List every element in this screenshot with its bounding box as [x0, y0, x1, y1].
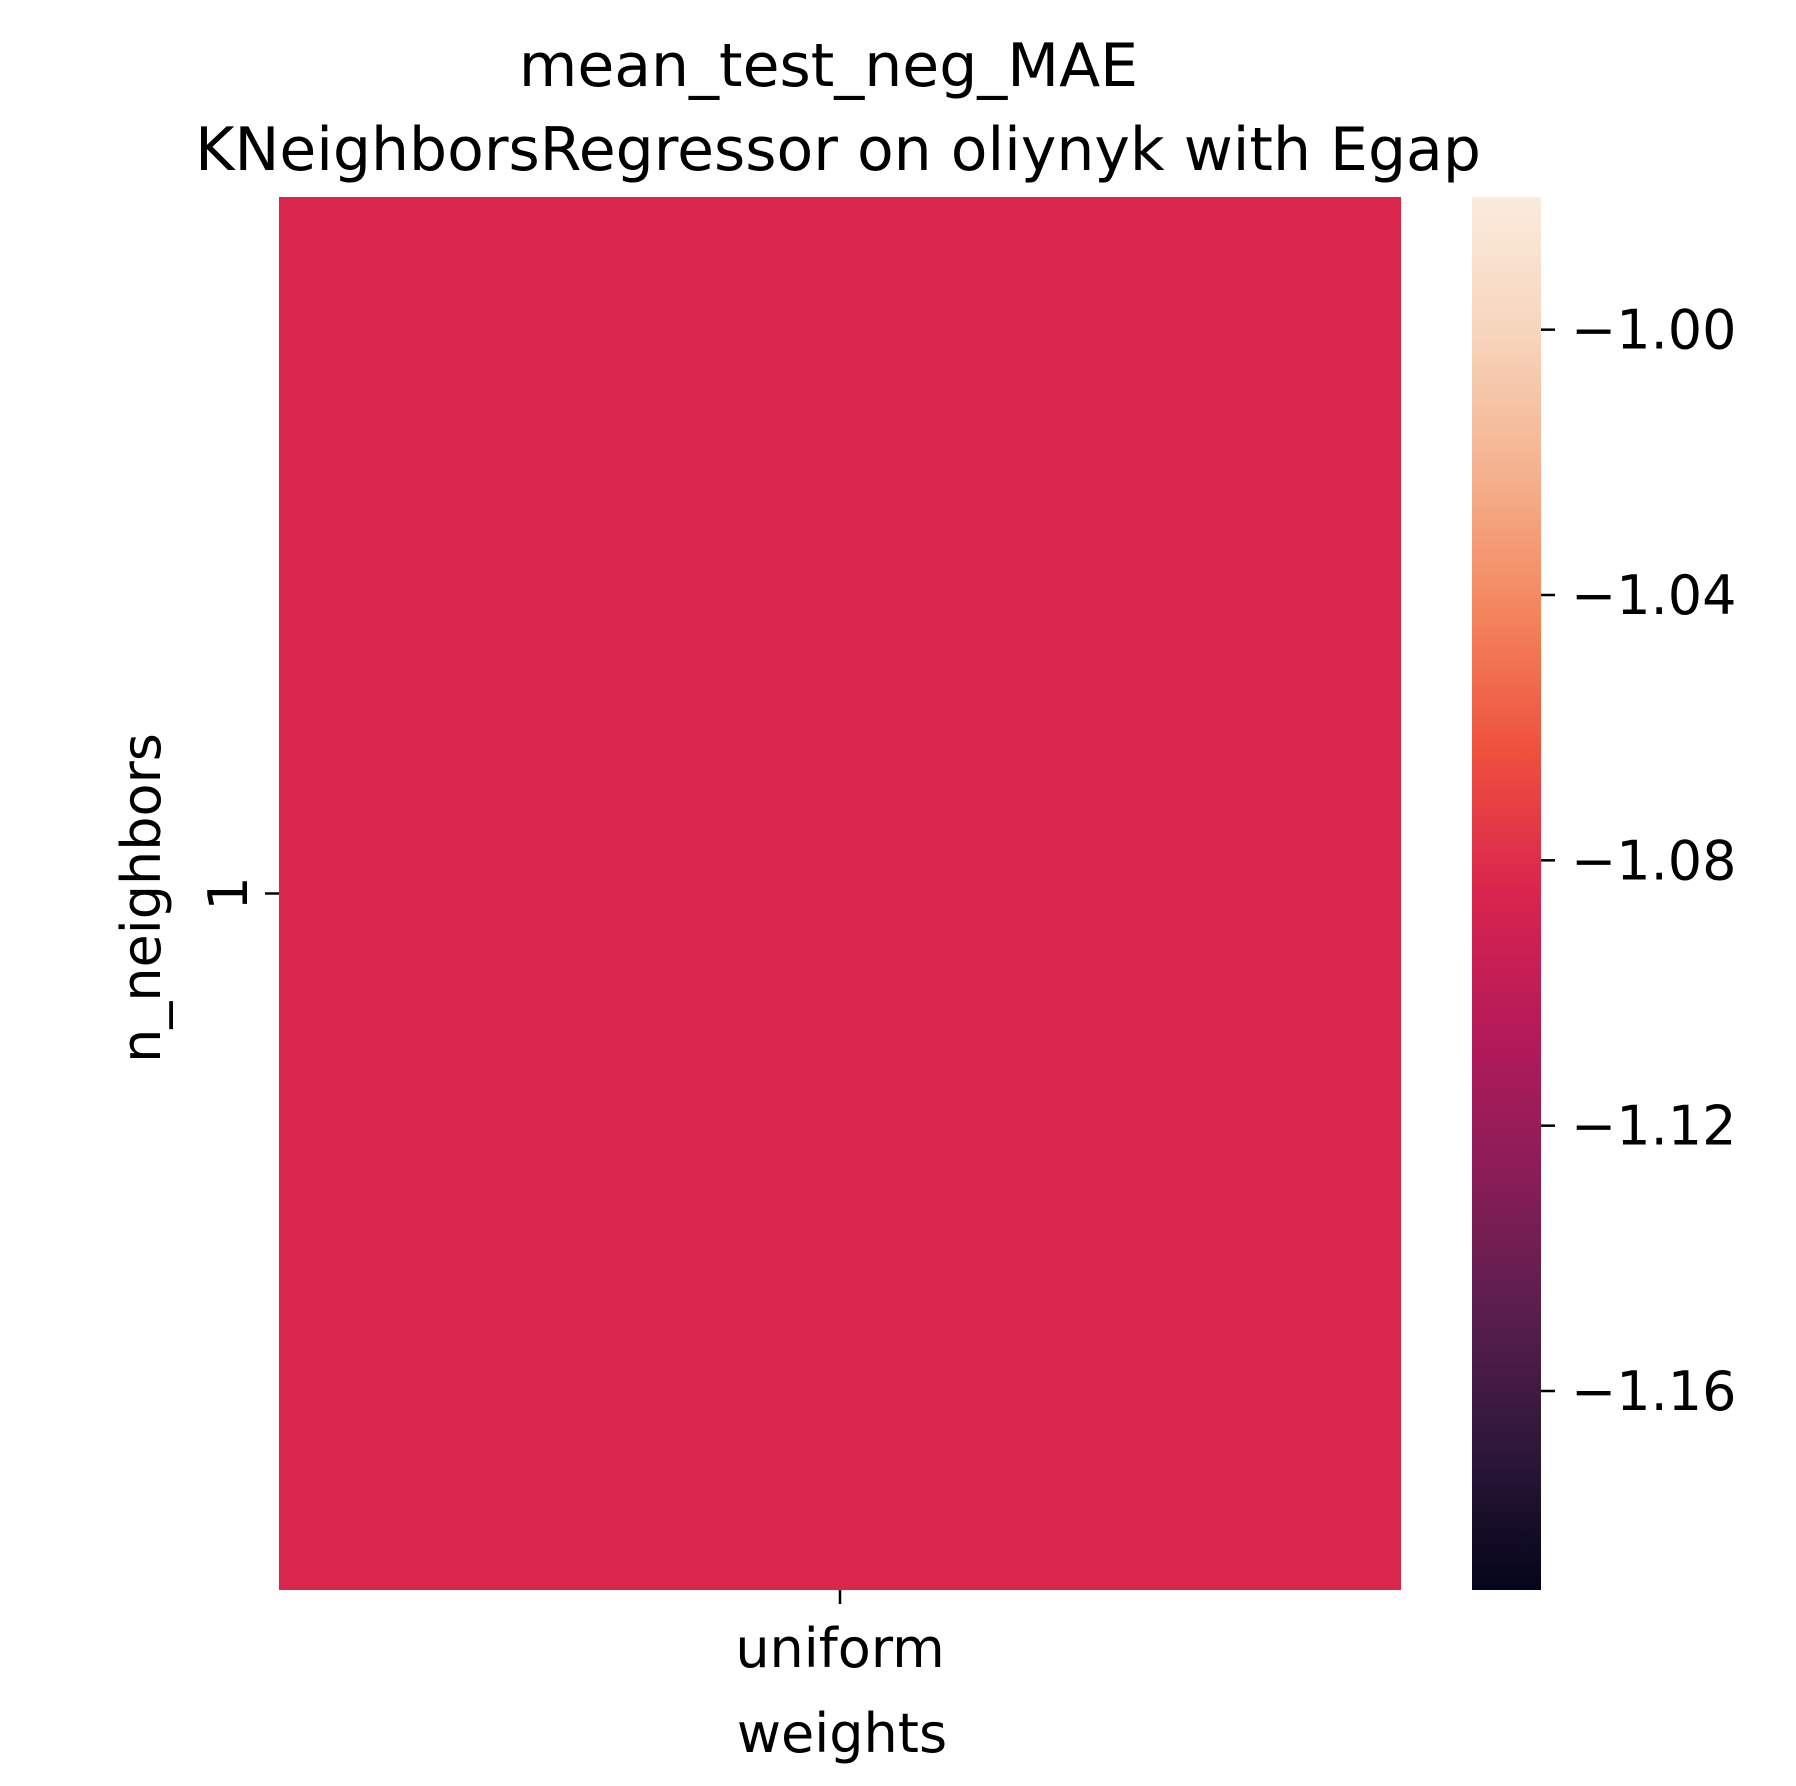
- x-tick-label: uniform: [735, 1617, 944, 1680]
- chart-title-line-2: KNeighborsRegressor on oliynyk with Egap: [195, 115, 1481, 185]
- colorbar-tick-label: −1.00: [1571, 299, 1736, 362]
- heatmap-cell: [279, 197, 1401, 1590]
- x-axis-label: weights: [737, 1702, 947, 1765]
- y-tick-label: 1: [197, 876, 260, 910]
- colorbar: [1472, 197, 1541, 1590]
- chart-title: mean_test_neg_MAE KNeighborsRegressor on…: [195, 31, 1481, 185]
- colorbar-ticks: −1.16 −1.12 −1.08 −1.04 −1.00: [1541, 299, 1736, 1423]
- heatmap-cells: [279, 197, 1401, 1590]
- colorbar-tick-label: −1.08: [1571, 829, 1736, 892]
- y-axis-ticks: 1: [197, 876, 279, 911]
- y-axis-label: n_neighbors: [110, 733, 173, 1063]
- colorbar-tick-label: −1.16: [1571, 1360, 1736, 1423]
- x-axis-ticks: uniform: [735, 1590, 945, 1680]
- colorbar-tick-label: −1.12: [1571, 1095, 1736, 1158]
- chart-title-line-1: mean_test_neg_MAE: [519, 31, 1138, 101]
- colorbar-tick-label: −1.04: [1571, 564, 1736, 627]
